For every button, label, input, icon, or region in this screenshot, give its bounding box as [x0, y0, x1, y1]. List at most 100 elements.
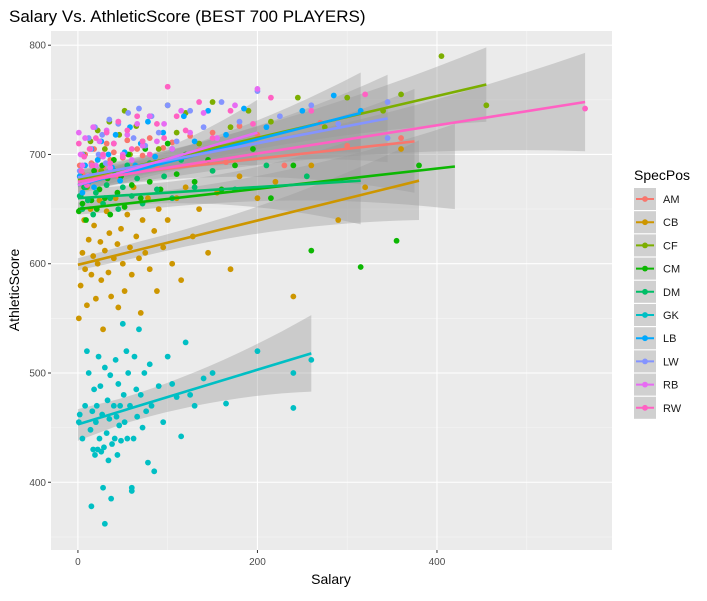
point-cf: [245, 107, 252, 114]
point-lw: [136, 105, 142, 112]
legend-title: SpecPos: [634, 167, 690, 183]
point-rb: [254, 86, 261, 92]
point-gk: [117, 402, 124, 409]
point-dm: [90, 211, 97, 218]
legend-label: RW: [663, 403, 682, 415]
point-dm: [154, 186, 160, 193]
point-gk: [96, 435, 103, 442]
point-rw: [89, 162, 96, 169]
point-lw: [187, 107, 194, 114]
legend-item-lb: LB: [634, 327, 676, 350]
point-cb: [272, 178, 279, 185]
point-gk: [91, 386, 97, 393]
point-gk: [104, 397, 111, 404]
fit-line-lb: [77, 111, 361, 187]
point-dm: [209, 167, 216, 174]
point-rw: [182, 127, 189, 134]
data-points: [75, 53, 588, 527]
point-gk: [106, 415, 113, 422]
point-am: [146, 135, 153, 141]
point-cb: [85, 236, 92, 243]
point-cb: [75, 315, 82, 322]
point-gk: [200, 375, 207, 382]
point-dm: [263, 162, 270, 169]
point-rw: [81, 153, 88, 160]
point-cb: [139, 217, 146, 223]
point-gk: [160, 419, 167, 426]
point-cb: [82, 266, 89, 273]
point-rb: [154, 138, 160, 145]
point-gk: [151, 468, 158, 475]
point-cb: [79, 249, 86, 256]
point-lw: [95, 151, 102, 158]
point-cf: [155, 146, 162, 152]
point-lw: [308, 102, 315, 109]
point-cb: [124, 211, 131, 218]
point-lb: [223, 131, 229, 138]
point-rw: [196, 99, 203, 105]
point-gk: [111, 435, 118, 442]
point-lb: [79, 189, 86, 196]
point-rw: [227, 107, 234, 114]
band-rw: [77, 52, 586, 190]
point-rb: [214, 135, 220, 141]
point-cb: [128, 271, 135, 278]
point-gk: [90, 446, 97, 453]
point-cb: [90, 253, 97, 259]
point-gk: [146, 361, 153, 368]
y-tick-label: 800: [29, 41, 46, 52]
point-cb: [362, 184, 369, 191]
fit-line-cb: [77, 179, 420, 267]
point-gk: [131, 353, 138, 360]
band-gk: [77, 315, 312, 441]
point-cm: [91, 167, 97, 174]
point-lb: [299, 107, 306, 114]
point-dm: [191, 184, 198, 191]
legend-label: DM: [663, 287, 680, 299]
legend-key-point: [642, 196, 648, 202]
point-rb: [232, 102, 238, 109]
point-gk: [223, 400, 229, 407]
point-gk: [209, 370, 216, 376]
point-cb: [142, 249, 149, 256]
point-gk: [114, 452, 121, 458]
point-gk: [148, 402, 155, 409]
point-gk: [164, 353, 171, 360]
point-rw: [154, 120, 160, 127]
x-tick-label: 200: [249, 557, 266, 568]
point-cb: [227, 266, 234, 273]
point-cb: [137, 309, 144, 316]
legend-label: LB: [663, 333, 676, 345]
point-cb: [101, 247, 108, 254]
point-rb: [169, 146, 176, 152]
point-gk: [130, 435, 137, 442]
point-dm: [103, 182, 110, 188]
band-cb: [77, 140, 420, 271]
point-cb: [88, 271, 95, 278]
point-lb: [263, 124, 270, 131]
point-cb: [92, 295, 99, 302]
point-cf: [344, 94, 351, 101]
point-gk: [109, 441, 115, 447]
point-cb: [121, 288, 128, 294]
point-gk: [308, 356, 315, 363]
point-lb: [152, 153, 159, 160]
point-gk: [107, 372, 114, 379]
point-cb: [398, 146, 404, 152]
point-cm: [268, 195, 274, 202]
point-lb: [330, 92, 337, 99]
band-am: [77, 88, 415, 193]
legend-items: AM CB CF CM DM GK LB LW RB RW: [634, 188, 682, 419]
point-gk: [187, 391, 194, 398]
point-cm: [416, 162, 422, 169]
point-gk: [85, 370, 92, 376]
point-dm: [115, 206, 122, 212]
point-rw: [161, 135, 167, 141]
point-lb: [191, 138, 198, 145]
point-am: [134, 146, 141, 152]
legend-key-point: [642, 242, 648, 249]
point-lb: [105, 151, 112, 158]
legend-key-point: [642, 219, 648, 226]
point-gk: [145, 459, 151, 466]
